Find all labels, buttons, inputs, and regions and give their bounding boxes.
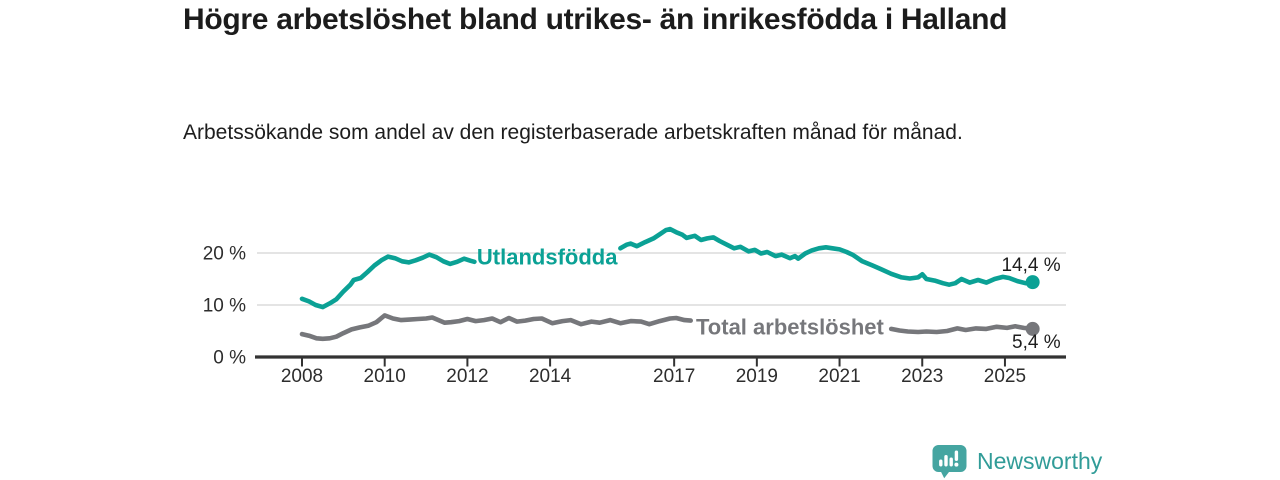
series-inline-label: Utlandsfödda	[477, 245, 618, 270]
series-end-value-label: 5,4 %	[1012, 332, 1061, 353]
x-tick-label: 2012	[446, 366, 488, 387]
x-tick-label: 2017	[653, 366, 695, 387]
series-inline-label: Total arbetslöshet	[696, 315, 885, 340]
x-tick-label: 2019	[736, 366, 778, 387]
y-tick-label: 0 %	[213, 348, 246, 369]
chart-subtitle: Arbetssökande som andel av den registerb…	[183, 121, 963, 144]
x-tick-label: 2008	[281, 366, 323, 387]
series-line-total	[888, 324, 1035, 335]
newsworthy-logo: Newsworthy	[931, 443, 1102, 479]
x-tick-label: 2025	[984, 366, 1026, 387]
series-line-utlandsfodda	[299, 252, 477, 310]
x-tick-label: 2023	[901, 366, 943, 387]
series-end-dot	[1025, 275, 1040, 290]
series-line-total	[299, 313, 693, 342]
y-tick-label: 20 %	[203, 244, 246, 265]
x-tick-label: 2021	[818, 366, 860, 387]
series-end-dot	[1025, 321, 1040, 336]
series-end-value-label: 14,4 %	[1001, 255, 1060, 276]
newsworthy-logo-text: Newsworthy	[977, 447, 1103, 474]
x-tick-label: 2010	[364, 366, 406, 387]
series-line-utlandsfodda	[618, 226, 1035, 287]
x-tick-label: 2014	[529, 366, 572, 387]
chart-title: Högre arbetslöshet bland utrikes- än inr…	[183, 3, 1008, 36]
newsworthy-logo-icon	[932, 445, 967, 479]
y-tick-label: 10 %	[203, 296, 246, 317]
